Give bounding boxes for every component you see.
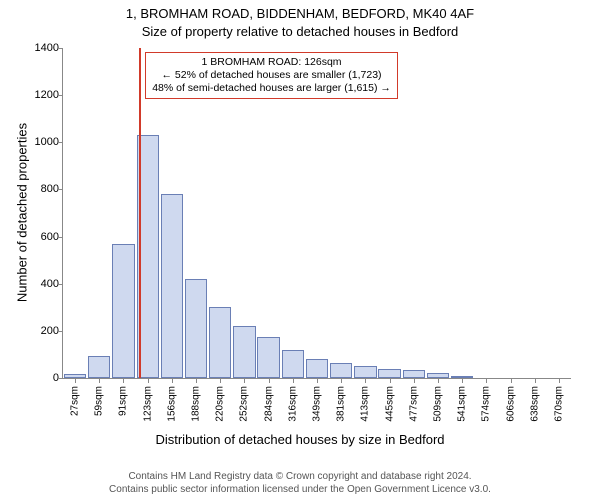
x-tick-mark <box>196 378 197 383</box>
chart-title-address: 1, BROMHAM ROAD, BIDDENHAM, BEDFORD, MK4… <box>0 6 600 21</box>
histogram-bar <box>209 307 231 378</box>
y-tick-mark <box>58 48 63 49</box>
x-tick-label: 574sqm <box>481 386 492 422</box>
x-tick-label: 123sqm <box>142 386 153 422</box>
y-tick-label: 1400 <box>19 42 59 54</box>
x-tick-label: 252sqm <box>239 386 250 422</box>
x-tick-label: 509sqm <box>432 386 443 422</box>
x-tick-label: 316sqm <box>287 386 298 422</box>
histogram-bar <box>112 244 134 378</box>
callout-line: 48% of semi-detached houses are larger (… <box>152 82 391 95</box>
histogram-bar <box>403 370 425 378</box>
x-tick-label: 381sqm <box>336 386 347 422</box>
x-tick-label: 156sqm <box>166 386 177 422</box>
x-tick-mark <box>220 378 221 383</box>
x-tick-label: 413sqm <box>360 386 371 422</box>
x-tick-mark <box>414 378 415 383</box>
x-tick-mark <box>486 378 487 383</box>
x-tick-mark <box>99 378 100 383</box>
x-tick-mark <box>172 378 173 383</box>
x-tick-mark <box>341 378 342 383</box>
y-tick-mark <box>58 189 63 190</box>
x-axis-label: Distribution of detached houses by size … <box>0 432 600 447</box>
x-tick-mark <box>559 378 560 383</box>
x-tick-label: 188sqm <box>191 386 202 422</box>
y-tick-mark <box>58 331 63 332</box>
histogram-bar <box>257 337 279 378</box>
x-tick-mark <box>148 378 149 383</box>
x-tick-mark <box>438 378 439 383</box>
y-tick-mark <box>58 378 63 379</box>
x-tick-mark <box>317 378 318 383</box>
x-tick-mark <box>75 378 76 383</box>
chart-subtitle: Size of property relative to detached ho… <box>0 24 600 39</box>
x-tick-label: 477sqm <box>408 386 419 422</box>
y-axis-label: Number of detached properties <box>15 113 30 313</box>
x-tick-mark <box>535 378 536 383</box>
y-tick-mark <box>58 142 63 143</box>
histogram-bar <box>330 363 352 378</box>
histogram-bar <box>306 359 328 378</box>
x-tick-mark <box>511 378 512 383</box>
y-tick-label: 200 <box>19 325 59 337</box>
histogram-bar <box>233 326 255 378</box>
x-tick-mark <box>365 378 366 383</box>
x-tick-label: 670sqm <box>553 386 564 422</box>
x-tick-label: 445sqm <box>384 386 395 422</box>
x-tick-label: 91sqm <box>118 386 129 416</box>
x-tick-label: 59sqm <box>94 386 105 416</box>
x-tick-label: 220sqm <box>215 386 226 422</box>
x-tick-mark <box>123 378 124 383</box>
histogram-bar <box>378 369 400 378</box>
histogram-bar <box>161 194 183 378</box>
footer-line-1: Contains HM Land Registry data © Crown c… <box>0 470 600 483</box>
x-tick-label: 349sqm <box>312 386 323 422</box>
property-callout: 1 BROMHAM ROAD: 126sqm← 52% of detached … <box>145 52 398 99</box>
histogram-bar <box>185 279 207 378</box>
x-tick-label: 638sqm <box>529 386 540 422</box>
x-tick-mark <box>293 378 294 383</box>
footer-line-2: Contains public sector information licen… <box>0 483 600 496</box>
x-tick-mark <box>244 378 245 383</box>
x-tick-mark <box>462 378 463 383</box>
x-tick-label: 27sqm <box>70 386 81 416</box>
y-tick-label: 0 <box>19 372 59 384</box>
property-marker-line <box>139 48 141 378</box>
y-tick-label: 1200 <box>19 89 59 101</box>
histogram-plot: 020040060080010001200140027sqm59sqm91sqm… <box>62 48 571 379</box>
callout-line: ← 52% of detached houses are smaller (1,… <box>152 69 391 82</box>
y-tick-mark <box>58 237 63 238</box>
callout-line: 1 BROMHAM ROAD: 126sqm <box>152 56 391 69</box>
histogram-bar <box>88 356 110 378</box>
x-tick-label: 541sqm <box>457 386 468 422</box>
y-tick-mark <box>58 95 63 96</box>
x-tick-label: 284sqm <box>263 386 274 422</box>
histogram-bar <box>282 350 304 378</box>
histogram-bar <box>354 366 376 378</box>
x-tick-mark <box>269 378 270 383</box>
x-tick-label: 606sqm <box>505 386 516 422</box>
y-tick-mark <box>58 284 63 285</box>
x-tick-mark <box>390 378 391 383</box>
footer-attribution: Contains HM Land Registry data © Crown c… <box>0 470 600 496</box>
